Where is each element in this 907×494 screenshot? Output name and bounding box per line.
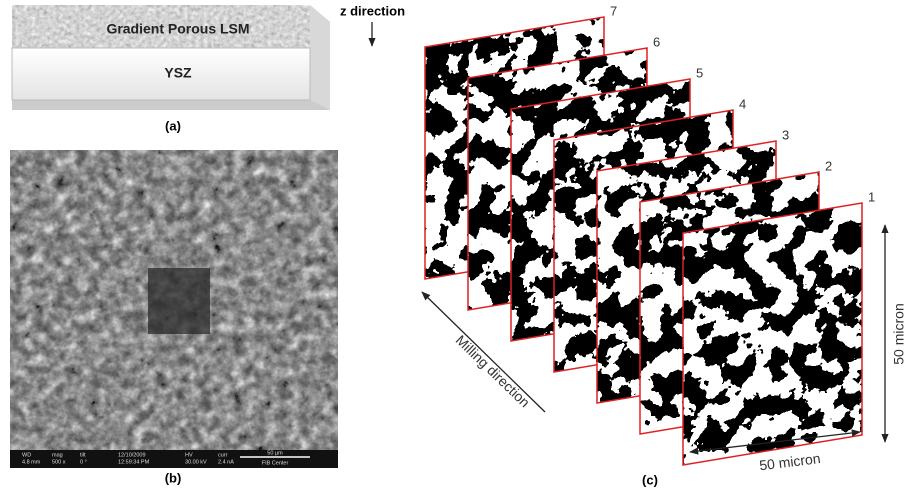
milling-label: Milling direction [453,332,534,411]
lsm-label: Gradient Porous LSM [106,21,249,37]
info-text: WD [22,452,31,458]
slice-number: 3 [782,127,789,142]
slice-number: 1 [868,189,875,204]
panel-a: Gradient Porous LSM YSZ (a) [12,5,330,133]
ysz-layer [12,48,310,100]
info-text: 4.8 mm [22,459,41,465]
info-text: 500 x [52,459,66,465]
info-text: curr [218,452,228,458]
info-text: HV [185,452,193,458]
info-text: 12:59:34 PM [118,459,150,465]
milled-cavity [148,268,210,334]
scale-text: 50 µm [267,450,283,456]
width-label: 50 micron [758,450,821,473]
facility-text: FIB Center [262,460,289,466]
slice-number: 5 [696,65,703,80]
slice-number: 7 [610,3,617,18]
panel-label: (b) [165,470,182,485]
z-direction-label: z direction [340,3,405,18]
panel-label: (c) [642,472,658,487]
info-text: 2.4 nA [218,459,234,465]
info-text: 12/10/2009 [118,452,146,458]
ysz-label: YSZ [164,65,192,81]
slice-number: 2 [825,158,832,173]
panel-label: (a) [165,118,181,133]
slice-number: 6 [653,34,660,49]
slice-stack: 7 6 5 4 3 2 1 [425,3,875,465]
block-side [310,5,330,110]
info-text: tilt [80,452,86,458]
figure: Gradient Porous LSM YSZ (a) WD4.8 mmmag5… [0,0,907,494]
slice-pores [683,203,862,465]
height-label: 50 micron [891,303,907,364]
slice [683,203,862,465]
info-text: mag [52,452,63,458]
info-text: 0 ° [80,459,87,465]
slice-number: 4 [739,96,746,111]
info-text: 30.00 kV [185,459,207,465]
